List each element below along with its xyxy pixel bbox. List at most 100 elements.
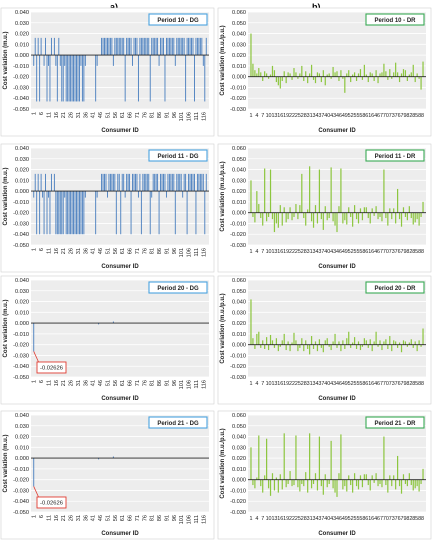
data-bar xyxy=(115,191,117,235)
x-tick-label: 111 xyxy=(194,248,200,257)
x-tick-label: 46 xyxy=(98,248,104,254)
data-bar xyxy=(346,212,348,225)
data-bar xyxy=(98,458,100,460)
data-bar xyxy=(121,37,123,56)
data-bar xyxy=(408,74,410,77)
data-bar xyxy=(312,479,315,484)
data-bar xyxy=(383,63,385,77)
data-bar xyxy=(109,173,111,192)
data-bar xyxy=(68,55,70,102)
x-tick-label: 101 xyxy=(179,248,185,257)
data-bar xyxy=(173,173,175,192)
x-axis-label: Consumer ID xyxy=(318,396,356,402)
x-tick-label: 88 xyxy=(418,516,424,522)
x-tick-label: 6 xyxy=(39,248,45,251)
x-tick-label: 1 xyxy=(32,515,38,518)
y-tick-label: 0.020 xyxy=(232,456,246,462)
data-bar xyxy=(291,212,293,221)
x-tick-label: 88 xyxy=(418,381,424,387)
data-bar xyxy=(188,173,190,192)
data-bar xyxy=(422,61,424,77)
data-bar xyxy=(357,73,360,77)
x-tick-label: 43 xyxy=(330,381,336,387)
x-tick-label: 91 xyxy=(164,380,170,386)
data-bar xyxy=(348,475,350,480)
chart-title: Period 10 - DG xyxy=(157,18,199,24)
data-bar xyxy=(342,212,344,224)
plot-area xyxy=(248,415,426,512)
data-bar xyxy=(196,173,198,192)
chart-dg10: -0.050 -0.040 -0.030 -0.020 -0.010 0.000 0.010… xyxy=(0,7,215,137)
data-bar xyxy=(267,479,270,489)
data-bar xyxy=(338,473,340,480)
data-bar xyxy=(168,37,170,56)
data-bar xyxy=(373,212,375,216)
data-bar xyxy=(262,340,264,345)
data-bar xyxy=(267,76,270,79)
y-tick-label: 0.000 xyxy=(15,456,29,462)
data-bar xyxy=(408,206,410,213)
y-tick-label: -0.040 xyxy=(13,96,29,102)
x-tick-label: 46 xyxy=(98,112,104,118)
data-bar xyxy=(50,173,52,192)
data-bar xyxy=(412,64,414,77)
data-bar xyxy=(281,340,283,345)
y-tick-label: 0.000 xyxy=(15,53,29,59)
data-bar xyxy=(264,168,266,213)
y-tick-label: 0.010 xyxy=(15,178,29,184)
x-tick-label: 43 xyxy=(330,249,336,255)
data-bar xyxy=(303,76,305,81)
data-bar xyxy=(338,76,340,81)
x-tick-label: 101 xyxy=(179,380,185,389)
callout-box xyxy=(36,361,67,374)
data-bar xyxy=(310,479,313,489)
data-bar xyxy=(77,191,79,235)
chart-dr20: -0.030 -0.020 -0.010 0.000 0.010 0.020 0.030 0.… xyxy=(217,275,432,405)
data-bar xyxy=(148,37,150,56)
data-bar xyxy=(291,342,293,345)
data-bar xyxy=(324,340,326,345)
x-tick-label: 86 xyxy=(157,380,163,386)
data-bar xyxy=(395,341,397,345)
data-bar xyxy=(140,191,142,235)
data-bar xyxy=(151,37,153,56)
y-tick-label: -0.040 xyxy=(13,364,29,370)
data-bar xyxy=(164,55,166,102)
data-bar xyxy=(367,212,369,219)
data-bar xyxy=(158,191,160,235)
x-tick-label: 36 xyxy=(83,248,89,254)
data-bar xyxy=(136,173,138,192)
data-bar xyxy=(269,479,272,496)
data-bar xyxy=(350,212,352,217)
data-bar xyxy=(139,173,141,192)
y-tick-label: -0.030 xyxy=(230,107,246,113)
data-bar xyxy=(420,76,422,90)
data-bar xyxy=(45,37,46,56)
y-tick-label: -0.020 xyxy=(230,232,246,238)
x-tick-label: 73 xyxy=(389,516,395,522)
data-bar xyxy=(400,212,403,227)
x-tick-label: 106 xyxy=(187,112,193,121)
data-bar xyxy=(49,191,51,235)
x-tick-label: 1 xyxy=(32,112,38,115)
x-tick-label: 79 xyxy=(400,113,406,119)
data-bar xyxy=(402,69,405,77)
data-bar xyxy=(322,479,324,495)
data-bar xyxy=(260,212,262,219)
data-bar xyxy=(192,173,194,192)
data-bar xyxy=(163,37,164,56)
x-tick-label: 34 xyxy=(312,516,318,522)
x-tick-label: 51 xyxy=(105,112,111,118)
y-tick-label: 0.010 xyxy=(15,310,29,316)
x-tick-label: 10 xyxy=(266,516,272,522)
chart-title: Period 11 - DR xyxy=(375,154,416,160)
data-bar xyxy=(130,37,132,56)
data-bar xyxy=(420,212,422,217)
data-bar xyxy=(285,76,287,84)
data-bar xyxy=(161,37,163,56)
x-tick-label: 25 xyxy=(295,516,301,522)
data-bar xyxy=(196,37,198,56)
data-bar xyxy=(410,339,412,345)
x-tick-label: 61 xyxy=(120,248,126,254)
data-bar xyxy=(101,173,103,192)
